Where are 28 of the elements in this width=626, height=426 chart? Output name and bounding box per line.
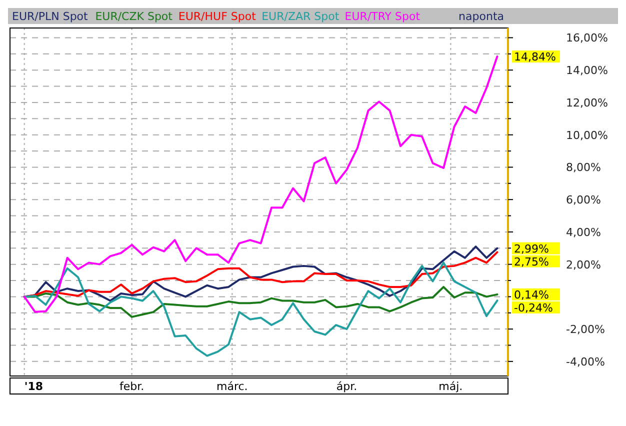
y-tick-label: 2,00% [566,258,601,272]
y-tick-label: 6,00% [566,194,601,207]
data-label: 0,14% [514,288,549,302]
text: EUR/PLN Spot [12,10,89,23]
line-series [23,262,498,357]
data-label: 2,75% [514,255,549,268]
data-label: -0,24% [514,301,553,314]
y-tick-label: 10,00% [566,128,608,142]
text: EUR/CZK Spot [95,10,174,23]
x-tick-label: máj. [438,380,463,393]
data-label: 14,84% [514,50,556,64]
text: EUR/HUF Spot [178,10,257,23]
x-tick-label: '18 [24,380,44,393]
x-tick-label: márc. [216,380,248,393]
text: EUR/ZAR Spot [262,10,340,23]
y-tick-label: -2,00% [566,323,605,336]
line-series [23,55,498,313]
x-tick-label: febr. [119,380,144,393]
y-tick-label: -4,00% [566,355,605,368]
x-tick-label: ápr. [336,380,358,393]
text: naponta [458,10,504,23]
y-tick-label: 8,00% [566,161,601,174]
data-label: 2,99% [514,242,549,256]
y-tick-label: 12,00% [566,96,608,110]
text: EUR/TRY Spot [344,10,421,23]
y-tick-label: 14,00% [566,64,608,78]
y-tick-label: 4,00% [566,226,601,239]
y-tick-label: 16,00% [566,32,608,45]
